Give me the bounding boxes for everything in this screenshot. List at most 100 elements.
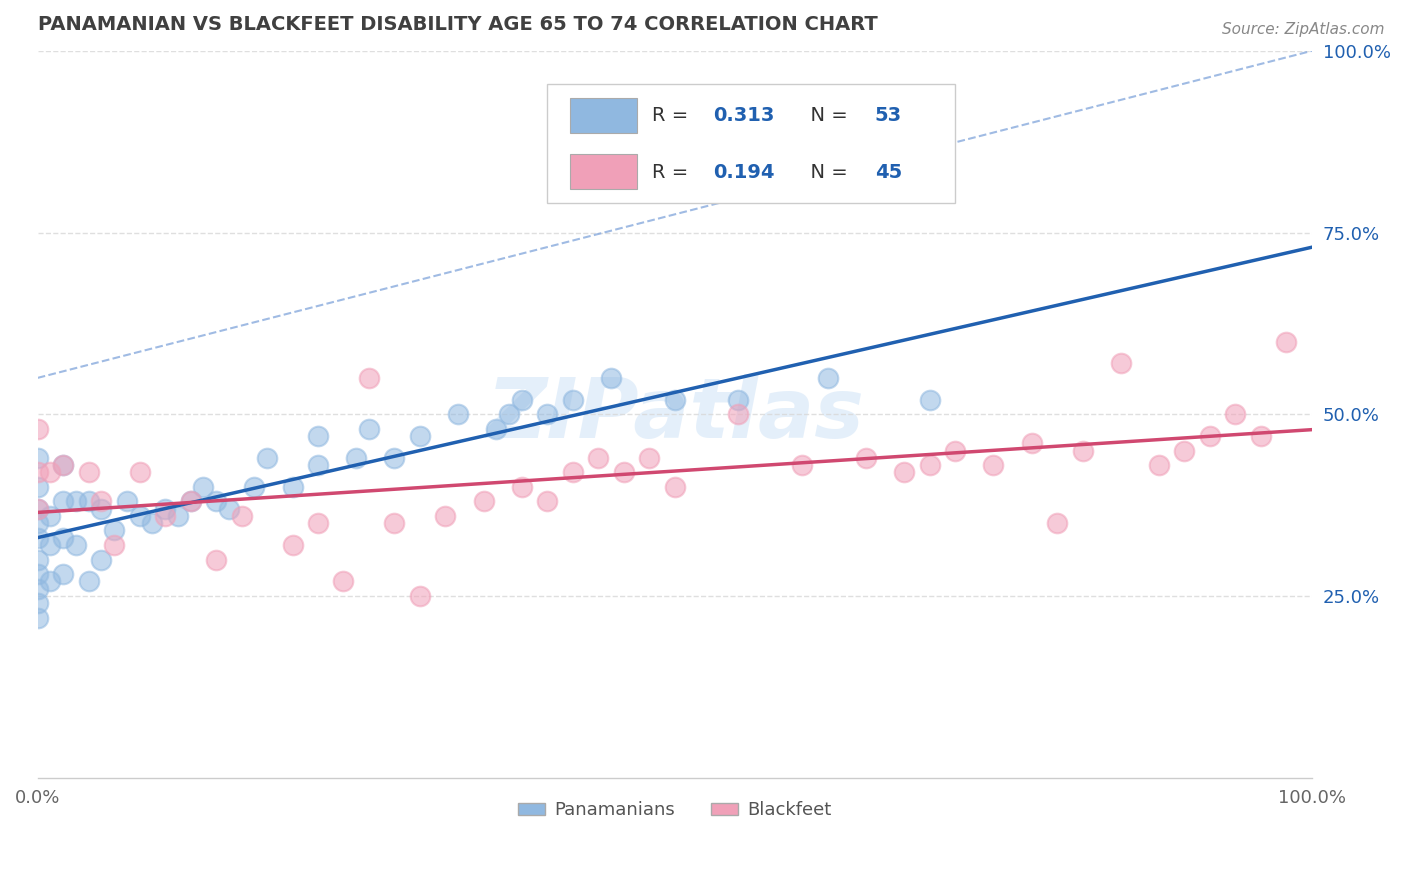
- Point: [588, 450, 610, 465]
- Point: [27, 582, 49, 596]
- Point: [141, 516, 163, 531]
- Legend: Panamanians, Blackfeet: Panamanians, Blackfeet: [510, 794, 838, 827]
- Point: [1147, 458, 1170, 472]
- Point: [1021, 436, 1043, 450]
- Point: [1071, 443, 1094, 458]
- Point: [510, 392, 533, 407]
- Point: [52, 458, 75, 472]
- Point: [357, 422, 380, 436]
- Point: [1046, 516, 1069, 531]
- FancyBboxPatch shape: [571, 154, 637, 189]
- Point: [536, 494, 558, 508]
- Point: [243, 480, 266, 494]
- Text: PANAMANIAN VS BLACKFEET DISABILITY AGE 65 TO 74 CORRELATION CHART: PANAMANIAN VS BLACKFEET DISABILITY AGE 6…: [38, 15, 877, 34]
- Point: [77, 466, 100, 480]
- Point: [128, 466, 150, 480]
- Point: [153, 508, 176, 523]
- Point: [90, 501, 112, 516]
- Text: N =: N =: [799, 106, 855, 125]
- Point: [27, 501, 49, 516]
- Point: [90, 494, 112, 508]
- Point: [52, 567, 75, 582]
- Point: [27, 610, 49, 624]
- Point: [90, 552, 112, 566]
- Point: [27, 466, 49, 480]
- Point: [307, 429, 329, 443]
- Point: [39, 538, 62, 552]
- Point: [103, 524, 125, 538]
- Point: [180, 494, 202, 508]
- Point: [1275, 334, 1298, 349]
- Point: [1199, 429, 1222, 443]
- Point: [180, 494, 202, 508]
- Point: [27, 596, 49, 610]
- Point: [115, 494, 138, 508]
- Point: [536, 407, 558, 421]
- Point: [27, 450, 49, 465]
- Point: [384, 450, 406, 465]
- Point: [281, 480, 304, 494]
- Point: [281, 538, 304, 552]
- Point: [205, 494, 228, 508]
- Point: [27, 516, 49, 531]
- Text: 53: 53: [875, 106, 903, 125]
- Point: [561, 466, 583, 480]
- Point: [498, 407, 520, 421]
- Point: [727, 392, 749, 407]
- Point: [39, 466, 62, 480]
- Point: [600, 371, 623, 385]
- Point: [792, 458, 814, 472]
- Point: [1109, 356, 1132, 370]
- Text: N =: N =: [799, 163, 855, 183]
- Point: [307, 516, 329, 531]
- Point: [664, 392, 686, 407]
- Text: R =: R =: [652, 106, 695, 125]
- Point: [613, 466, 636, 480]
- Point: [27, 552, 49, 566]
- Point: [638, 450, 661, 465]
- Point: [344, 450, 367, 465]
- Point: [65, 538, 87, 552]
- Point: [943, 443, 966, 458]
- Point: [52, 458, 75, 472]
- Point: [256, 450, 278, 465]
- Point: [817, 371, 839, 385]
- FancyBboxPatch shape: [571, 98, 637, 133]
- Point: [39, 508, 62, 523]
- Point: [205, 552, 228, 566]
- Point: [893, 466, 915, 480]
- Point: [472, 494, 495, 508]
- Point: [166, 508, 188, 523]
- Point: [128, 508, 150, 523]
- Point: [65, 494, 87, 508]
- Point: [561, 392, 583, 407]
- Text: R =: R =: [652, 163, 695, 183]
- Point: [981, 458, 1004, 472]
- Point: [510, 480, 533, 494]
- Point: [855, 450, 877, 465]
- Point: [39, 574, 62, 589]
- Point: [77, 574, 100, 589]
- Text: 0.313: 0.313: [713, 106, 775, 125]
- Point: [231, 508, 253, 523]
- Point: [27, 480, 49, 494]
- Point: [485, 422, 508, 436]
- Text: ZIPatlas: ZIPatlas: [486, 374, 863, 455]
- Point: [307, 458, 329, 472]
- Point: [27, 422, 49, 436]
- Point: [153, 501, 176, 516]
- Point: [664, 480, 686, 494]
- Text: 0.194: 0.194: [713, 163, 775, 183]
- Point: [447, 407, 470, 421]
- Point: [1225, 407, 1247, 421]
- Point: [409, 429, 432, 443]
- Point: [27, 567, 49, 582]
- Point: [434, 508, 457, 523]
- Point: [409, 589, 432, 603]
- Text: Source: ZipAtlas.com: Source: ZipAtlas.com: [1222, 22, 1385, 37]
- Text: 45: 45: [875, 163, 903, 183]
- Point: [27, 501, 49, 516]
- Point: [918, 458, 941, 472]
- Point: [1173, 443, 1195, 458]
- Point: [727, 407, 749, 421]
